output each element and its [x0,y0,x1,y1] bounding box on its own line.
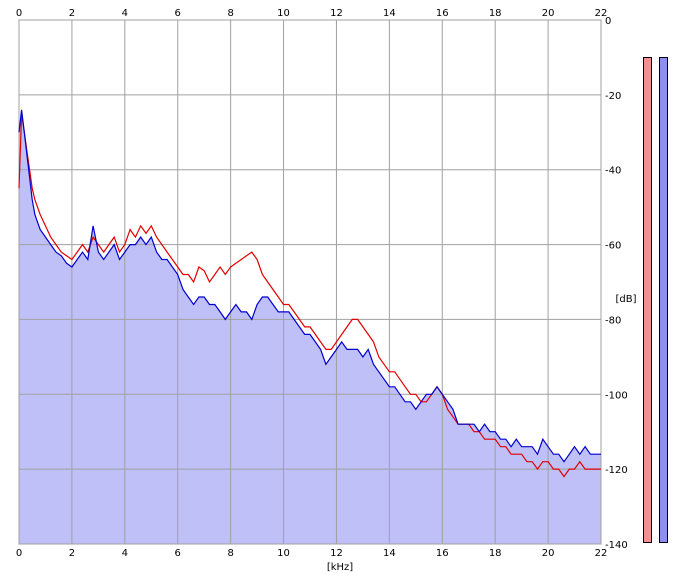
x-tick-label-bottom: 0 [16,548,22,559]
series-group [18,109,601,478]
y-axis-label: [dB] [615,294,636,305]
x-tick-label-top: 12 [330,8,343,19]
x-tick-label-top: 4 [122,8,128,19]
grid [18,19,602,545]
x-tick-label-top: 20 [542,8,555,19]
x-tick-label-bottom: 8 [227,548,233,559]
y-tick-label: -40 [605,166,621,177]
x-tick-label-bottom: 10 [277,548,290,559]
spectrum-fill [19,109,601,545]
y-tick-label: -60 [605,241,621,252]
x-tick-label-bottom: 20 [542,548,555,559]
x-tick-label-top: 2 [69,8,75,19]
x-tick-label-bottom: 16 [436,548,449,559]
y-tick-label: -140 [605,540,628,551]
level-meter-left [643,57,652,543]
x-tick-label-top: 10 [277,8,290,19]
x-tick-label-top: 0 [16,8,22,19]
x-tick-label-bottom: 18 [489,548,502,559]
right-channel-line [18,109,601,463]
x-tick-label-bottom: 22 [595,548,608,559]
x-tick-label-top: 16 [436,8,449,19]
x-tick-label-top: 18 [489,8,502,19]
x-tick-label-bottom: 4 [122,548,128,559]
x-tick-label-bottom: 14 [383,548,396,559]
level-meter-right [659,57,668,543]
spectrum-area [19,109,601,545]
y-tick-label: -20 [605,91,621,102]
x-tick-label-bottom: 2 [69,548,75,559]
x-tick-label-bottom: 12 [330,548,343,559]
x-tick-label-top: 14 [383,8,396,19]
y-tick-label: -100 [605,390,628,401]
x-tick-label-top: 22 [595,8,608,19]
x-tick-label-top: 6 [175,8,181,19]
tick-labels: 002244668810101212141416161818202022220-… [16,8,628,559]
y-tick-label: -120 [605,465,628,476]
y-tick-label: -80 [605,315,621,326]
left-channel-line [18,113,601,478]
y-tick-label: 0 [605,16,611,27]
x-axis-label: [kHz] [327,562,353,573]
x-tick-label-top: 8 [227,8,233,19]
x-tick-label-bottom: 6 [175,548,181,559]
